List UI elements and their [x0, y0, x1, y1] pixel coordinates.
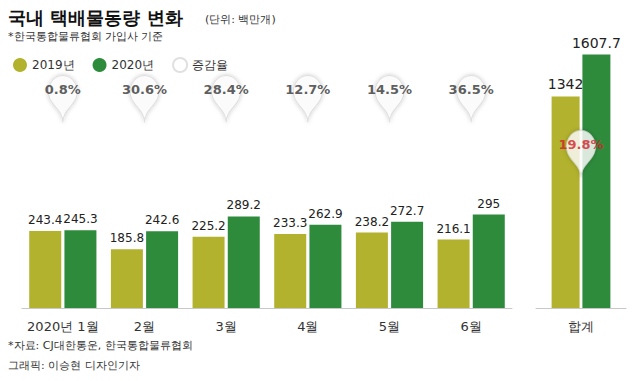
- svg-text:262.9: 262.9: [308, 207, 342, 221]
- svg-text:12.7%: 12.7%: [285, 82, 330, 97]
- svg-text:233.3: 233.3: [273, 216, 307, 230]
- svg-text:272.7: 272.7: [390, 204, 424, 218]
- svg-text:1342: 1342: [548, 76, 584, 92]
- svg-text:19.8%: 19.8%: [558, 137, 603, 152]
- svg-text:185.8: 185.8: [110, 231, 144, 245]
- svg-text:그래픽: 이승현 디자인기자: 그래픽: 이승현 디자인기자: [8, 359, 140, 372]
- svg-text:증감율: 증감율: [192, 58, 228, 72]
- svg-text:295: 295: [477, 197, 500, 211]
- svg-text:216.1: 216.1: [436, 222, 470, 236]
- svg-text:*한국통합물류협회 가입사 기준: *한국통합물류협회 가입사 기준: [8, 30, 164, 43]
- svg-text:243.4: 243.4: [28, 213, 62, 227]
- svg-text:3월: 3월: [216, 319, 237, 334]
- svg-text:36.5%: 36.5%: [449, 82, 494, 97]
- svg-text:2월: 2월: [134, 319, 155, 334]
- svg-text:5월: 5월: [379, 319, 400, 334]
- svg-text:28.4%: 28.4%: [204, 82, 249, 97]
- svg-text:2020년 1월: 2020년 1월: [27, 319, 99, 334]
- svg-text:2019년: 2019년: [32, 58, 75, 72]
- svg-text:289.2: 289.2: [227, 198, 261, 212]
- svg-text:6월: 6월: [461, 319, 482, 334]
- svg-text:225.2: 225.2: [191, 219, 225, 233]
- svg-text:4월: 4월: [297, 319, 318, 334]
- svg-text:14.5%: 14.5%: [367, 82, 412, 97]
- svg-text:(단위: 백만개): (단위: 백만개): [205, 13, 276, 26]
- svg-text:국내 택배물동량 변화: 국내 택배물동량 변화: [8, 7, 183, 28]
- svg-text:1607.7: 1607.7: [572, 35, 621, 51]
- svg-text:245.3: 245.3: [63, 212, 97, 226]
- svg-text:238.2: 238.2: [355, 215, 389, 229]
- svg-text:*자료: CJ대한통운, 한국통합물류협회: *자료: CJ대한통운, 한국통합물류협회: [8, 339, 193, 352]
- svg-text:0.8%: 0.8%: [45, 82, 81, 97]
- svg-text:242.6: 242.6: [145, 213, 179, 227]
- svg-text:2020년: 2020년: [112, 58, 155, 72]
- svg-text:30.6%: 30.6%: [122, 82, 167, 97]
- svg-text:합계: 합계: [568, 319, 594, 334]
